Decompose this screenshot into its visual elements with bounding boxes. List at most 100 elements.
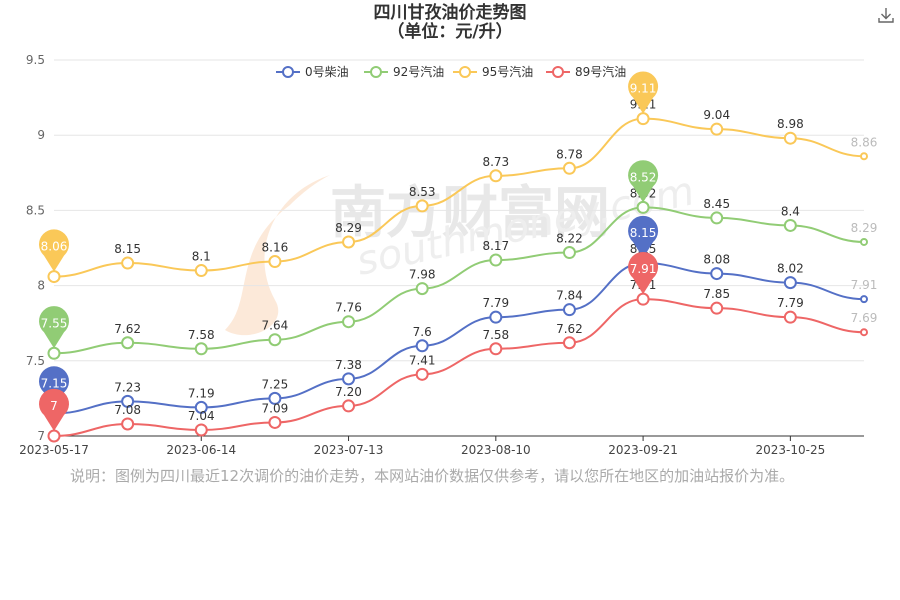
data-label: 7.41 [409, 353, 436, 367]
data-point [636, 112, 650, 126]
data-label: 7.04 [188, 409, 215, 423]
data-point [562, 336, 576, 350]
data-label: 8.78 [556, 147, 583, 161]
data-label: 7.58 [188, 328, 215, 342]
data-point [636, 200, 650, 214]
data-point [194, 264, 208, 278]
pin-label: 7.91 [630, 262, 657, 276]
data-label: 7.09 [262, 401, 289, 415]
data-label: 8.16 [262, 241, 289, 255]
data-point [194, 342, 208, 356]
data-point [860, 152, 868, 161]
legend-label: 0号柴油 [305, 65, 349, 79]
data-point [268, 255, 282, 269]
data-labels: 7.23 7.19 7.25 7.38 7.6 7.79 7.84 8.15 8.08 8.02 7… [114, 98, 877, 423]
data-label: 8.98 [777, 117, 804, 131]
data-point [562, 246, 576, 260]
data-point [710, 122, 724, 136]
data-point [562, 161, 576, 175]
data-label: 7.19 [188, 386, 215, 400]
data-point [415, 282, 429, 296]
data-point [415, 199, 429, 213]
x-tick-label: 2023-08-10 [461, 443, 531, 457]
data-point [783, 131, 797, 145]
pin-label: 8.15 [630, 226, 657, 240]
data-point [47, 270, 61, 284]
legend-item[interactable]: 92号汽油 [364, 64, 444, 79]
data-point [121, 417, 135, 431]
data-point [783, 310, 797, 324]
data-label: 8.4 [781, 204, 800, 218]
data-point [415, 367, 429, 381]
y-tick-label: 9 [37, 128, 45, 142]
data-point [194, 400, 208, 414]
data-point [342, 235, 356, 249]
data-label: 7.25 [262, 377, 289, 391]
pin-marker [39, 229, 69, 272]
legend-item[interactable]: 95号汽油 [453, 64, 533, 79]
pin-marker [39, 306, 69, 349]
grid-lines [54, 59, 864, 362]
x-tick-label: 2023-06-14 [166, 443, 236, 457]
legend[interactable]: 0号柴油 92号汽油 95号汽油 89号汽油 [276, 64, 626, 79]
pin-marker [628, 71, 659, 114]
legend-item[interactable]: 89号汽油 [546, 64, 626, 79]
data-label: 7.79 [777, 296, 804, 310]
data-point [415, 339, 429, 353]
legend-item[interactable]: 0号柴油 [276, 65, 349, 79]
chart-title: 四川甘孜油价走势图 （单位：元/升） [0, 4, 900, 42]
data-point [268, 391, 282, 405]
pin-label: 7 [50, 399, 58, 413]
data-point [268, 333, 282, 347]
y-tick-label: 8 [37, 279, 45, 293]
legend-symbol [552, 66, 564, 78]
data-label: 7.08 [114, 403, 141, 417]
pin-label: 9.11 [630, 82, 657, 96]
watermark-swoosh [225, 175, 330, 336]
download-icon[interactable] [877, 6, 895, 24]
data-point [489, 310, 503, 324]
y-tick-label: 8.5 [26, 203, 45, 217]
data-label: 8.1 [192, 250, 211, 264]
data-label: 7.85 [703, 287, 730, 301]
chart-title-line2: （单位：元/升） [387, 22, 513, 42]
data-label: 7.20 [335, 385, 362, 399]
data-label: 7.91 [851, 278, 878, 292]
data-label: 7.62 [556, 322, 583, 336]
data-point [783, 218, 797, 232]
series-line [53, 298, 865, 437]
legend-label: 92号汽油 [393, 64, 444, 79]
data-label: 7.58 [482, 328, 509, 342]
pin-marker [628, 160, 659, 203]
data-label: 8.17 [482, 239, 509, 253]
data-label: 7.84 [556, 289, 583, 303]
data-point [783, 276, 797, 290]
x-tick-label: 2023-05-17 [19, 443, 89, 457]
data-point [194, 423, 208, 437]
pin-label: 8.06 [41, 240, 68, 254]
data-point [268, 415, 282, 429]
data-label: 7.98 [409, 268, 436, 282]
data-label: 8.45 [703, 197, 730, 211]
data-label: 8.86 [851, 135, 878, 149]
data-point [489, 253, 503, 267]
data-label: 8.29 [851, 221, 878, 235]
data-point [121, 394, 135, 408]
data-point [342, 372, 356, 386]
legend-label: 95号汽油 [482, 64, 533, 79]
data-point [860, 295, 868, 304]
data-point [562, 303, 576, 317]
data-label: 8.22 [556, 232, 583, 246]
pin-marker [628, 251, 659, 295]
data-label: 8.53 [409, 185, 436, 199]
data-point [710, 267, 724, 281]
legend-symbol [459, 66, 471, 78]
data-label: 8.29 [335, 221, 362, 235]
data-label: 7.62 [114, 322, 141, 336]
y-tick-label: 7.5 [26, 354, 45, 368]
data-point [121, 256, 135, 270]
data-label: 7.69 [851, 311, 878, 325]
